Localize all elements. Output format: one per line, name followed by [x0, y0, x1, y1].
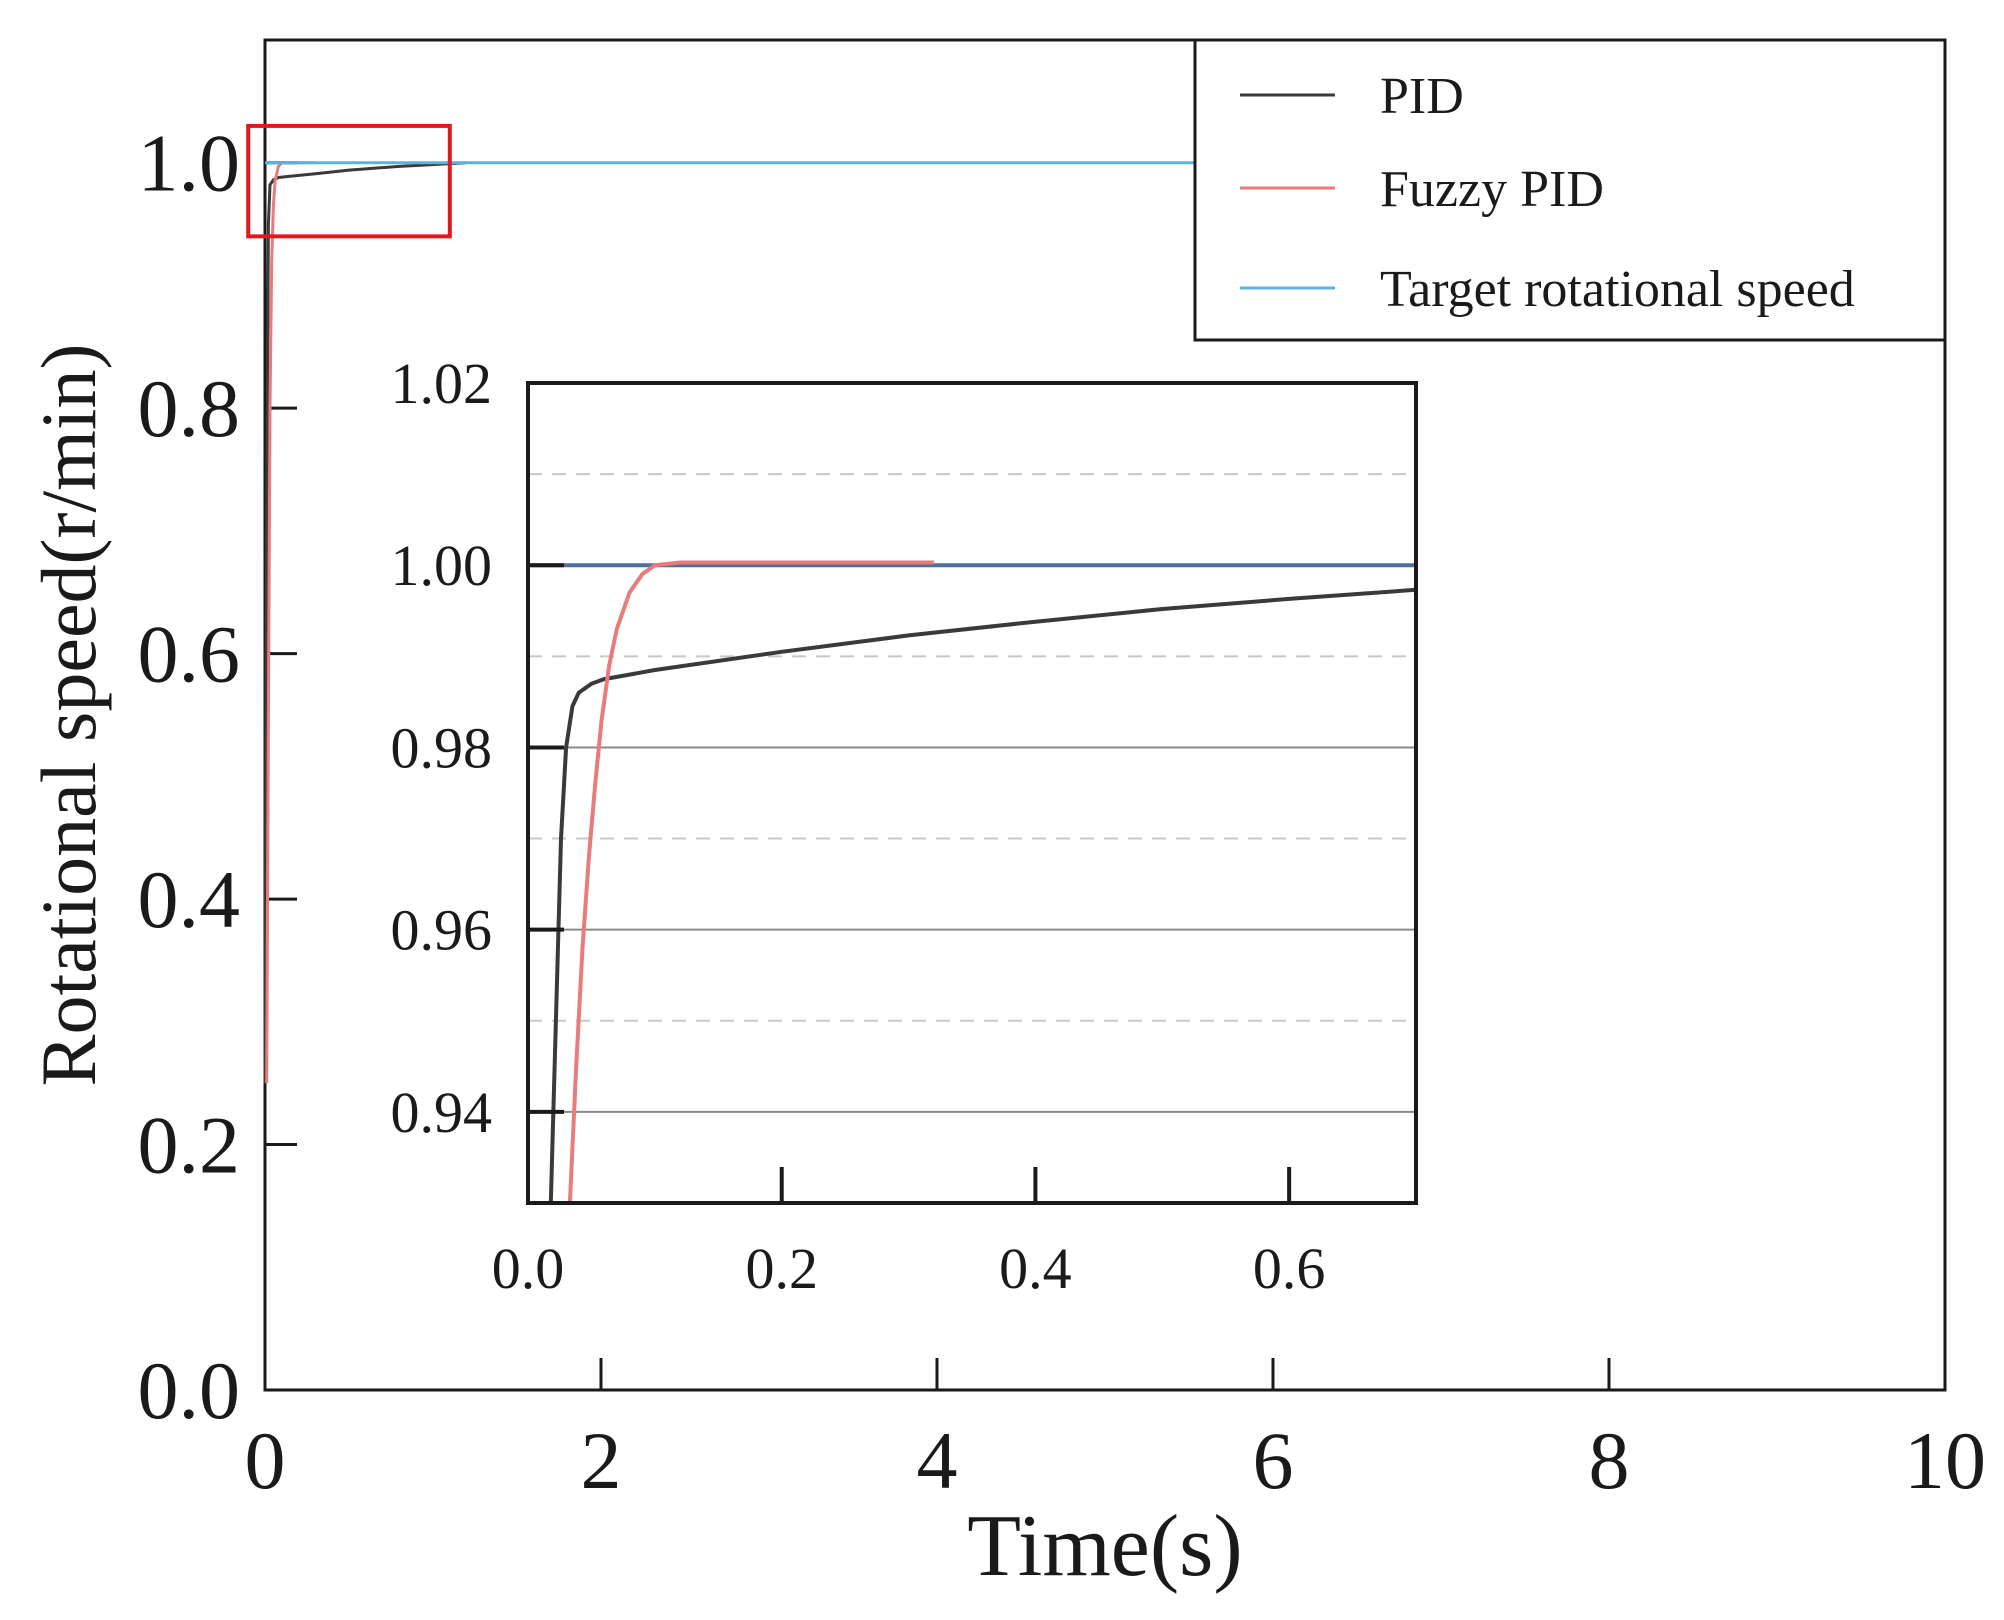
- legend-label-fuzzy-pid: Fuzzy PID: [1380, 161, 1604, 218]
- main-y-tick-label-4: 0.8: [138, 363, 241, 454]
- inset-y-tick-label-4: 1.02: [391, 351, 493, 416]
- x-axis-label: Time(s): [967, 1498, 1242, 1595]
- main-axis-ticks: 0 2 4 6 8 10 0.0 0.2 0.4 0.6 0.8 1.0: [138, 118, 1987, 1506]
- main-x-tick-label-1: 2: [581, 1415, 622, 1506]
- main-chart: 0 2 4 6 8 10 0.0 0.2 0.4 0.6 0.8 1.0 Time(s) Rotati…: [25, 38, 1987, 1595]
- y-axis-label: Rotational speed(r/min): [25, 344, 112, 1087]
- inset-x-tick-label-0: 0.0: [492, 1236, 565, 1301]
- zoom-indicator-box: [246, 123, 452, 239]
- inset-series-fuzzy-pid: [567, 560, 934, 1204]
- legend: PID Fuzzy PID Target rotational speed: [1193, 38, 1947, 342]
- inset-series-group: [528, 560, 1417, 1204]
- inset-x-tick-label-1: 0.2: [745, 1236, 818, 1301]
- main-x-tick-label-5: 10: [1904, 1415, 1986, 1506]
- main-series-pid: [263, 161, 467, 1084]
- main-x-tick-label-4: 8: [1589, 1415, 1630, 1506]
- main-x-tick-label-2: 4: [917, 1415, 958, 1506]
- legend-label-target: Target rotational speed: [1380, 261, 1855, 318]
- inset-series-pid: [548, 587, 1417, 1204]
- main-y-tick-label-0: 0.0: [138, 1345, 241, 1436]
- main-series-fuzzy-pid: [265, 161, 316, 1084]
- inset-chart: 0.0 0.2 0.4 0.6 0.94 0.96 0.98 1.00 1.02: [391, 351, 1418, 1301]
- inset-background: [528, 383, 1416, 1203]
- inset-axis-ticks: 0.0 0.2 0.4 0.6 0.94 0.96 0.98 1.00 1.02: [391, 351, 1326, 1301]
- inset-x-tick-label-2: 0.4: [999, 1236, 1072, 1301]
- inset-y-tick-label-3: 1.00: [391, 533, 493, 598]
- main-x-tick-label-0: 0: [245, 1415, 286, 1506]
- inset-y-tick-label-2: 0.98: [391, 715, 493, 780]
- main-y-tick-label-2: 0.4: [138, 854, 241, 945]
- inset-x-tick-label-3: 0.6: [1253, 1236, 1326, 1301]
- legend-frame: [1193, 38, 1947, 342]
- inset-y-tick-label-0: 0.94: [391, 1080, 493, 1145]
- main-x-tick-label-3: 6: [1253, 1415, 1294, 1506]
- main-y-tick-label-5: 1.0: [138, 118, 241, 209]
- inset-y-tick-label-1: 0.96: [391, 898, 493, 963]
- legend-label-pid: PID: [1380, 68, 1464, 125]
- inset-plot-frame: [526, 381, 1418, 1205]
- main-y-tick-label-3: 0.6: [138, 609, 241, 700]
- main-y-tick-label-1: 0.2: [138, 1100, 241, 1191]
